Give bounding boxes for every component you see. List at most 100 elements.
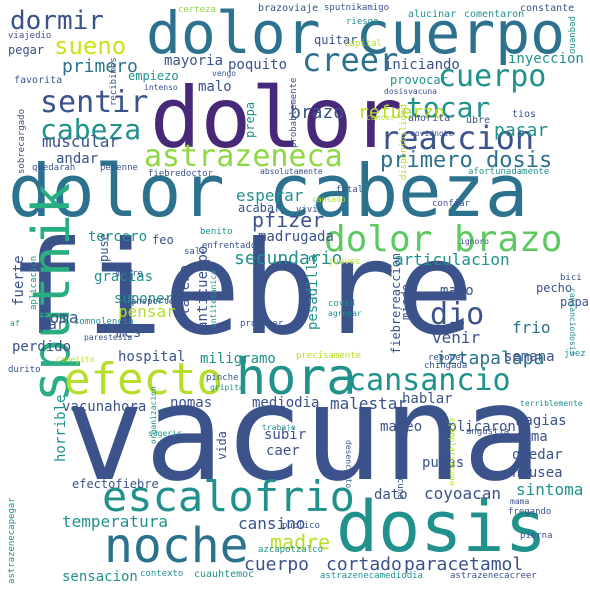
word-tercero: tercero — [88, 229, 148, 245]
word-brazovacuna: brazovacuna — [395, 440, 405, 500]
word-cansino: cansino — [238, 514, 306, 533]
word-iniciando: iniciando — [384, 57, 460, 73]
word-precisamente: precisamente — [296, 351, 362, 361]
word-brazo: brazo — [290, 102, 345, 123]
word-durito: durito — [8, 365, 41, 375]
word-transporte: transporte — [120, 297, 175, 307]
word-mama: mama — [510, 497, 530, 506]
word-cuerpo: cuerpo — [438, 59, 547, 94]
word-vacuna: vacuna — [65, 357, 542, 511]
word-iztapalapa: iztapalapa — [436, 348, 545, 369]
word-madrugada: madrugada — [258, 229, 334, 245]
word-refuerzo: refuerzo — [358, 102, 445, 123]
word-cansancio: cansancio — [348, 363, 511, 398]
word-astrazeneca: astrazeneca — [144, 139, 343, 174]
word-disponibilidad: disponibilidad — [399, 104, 409, 180]
word-capital: capital — [344, 39, 382, 49]
word-confiar: confiar — [432, 199, 470, 209]
word-inyeccion: inyeccion — [508, 51, 584, 67]
word-fiebre: fiebre — [8, 214, 474, 364]
word-primero-dosis: primero dosis — [380, 148, 553, 173]
word-paracetamol: paracetamol — [404, 554, 524, 575]
word-intenso: intenso — [144, 83, 178, 92]
word-feo: feo — [152, 233, 174, 247]
word-chingada: chingada — [424, 361, 468, 371]
word-mes: mes — [116, 325, 142, 341]
word-pumas: pumas — [422, 455, 465, 471]
word-sintoma: sintoma — [516, 480, 584, 499]
word-cuauhtemoc: cuauhtemoc — [194, 569, 255, 580]
word-proteger: proteger — [240, 319, 284, 329]
word-hospital: hospital — [118, 349, 186, 365]
word-constante: constante — [520, 3, 575, 14]
word-cuerpo-2: cuerpo — [244, 554, 310, 575]
word-tocar: tocar — [406, 91, 491, 124]
word-sugerir: sugerir — [148, 429, 182, 438]
word-miligramo: miligramo — [200, 351, 276, 367]
word-nomas: nomas — [170, 395, 213, 411]
word-cansado: cansado — [312, 195, 346, 204]
word-contexto: contexto — [140, 569, 184, 579]
word-trabaje: trabaje — [262, 423, 296, 432]
word-suponer: suponer — [114, 291, 174, 307]
word-sputnikamigo: sputnikamigo — [324, 3, 390, 13]
word-perenne: perenne — [100, 163, 138, 173]
word-terriblemente: terriblemente — [520, 399, 583, 408]
word-secundario: secundario — [234, 248, 343, 269]
word-puse: puse — [97, 233, 111, 262]
word-somnolencia: somnolencia — [74, 317, 134, 327]
word-astrazenecapegar: astrazenecapegar — [7, 497, 17, 584]
word-bici: bici — [560, 273, 582, 283]
word-prepa: prepa — [243, 101, 257, 138]
word-gracias: gracias — [94, 269, 154, 285]
word-covidnote: covidnote — [410, 129, 454, 138]
word-pensar: pensar — [118, 302, 176, 321]
word-malestar: malestar — [330, 394, 408, 413]
word-benito: benito — [200, 227, 233, 237]
word-hablar: hablar — [402, 391, 453, 407]
word-dosis: dosis — [336, 486, 547, 568]
word-vida: vida — [215, 431, 229, 460]
word-astrazenecacreer: astrazenecacreer — [450, 571, 537, 581]
word-riesgo: riesgo — [346, 17, 379, 27]
word-acabar: acabar — [238, 201, 282, 215]
word-pfizer: pfizer — [252, 208, 325, 232]
word-probablemente: probablemente — [289, 77, 299, 148]
word-hora: hora — [236, 348, 357, 406]
word-angustia: angustia — [466, 427, 510, 437]
word-ignoro: ignoro — [460, 237, 489, 246]
word-sobrecargado: sobrecargado — [17, 108, 27, 174]
word-toma: toma — [40, 308, 79, 327]
word-efectofiebre: efectofiebre — [72, 477, 159, 491]
word-cortado: cortado — [326, 554, 402, 575]
word-mano: mano — [440, 283, 474, 299]
word-pegar: pegar — [8, 43, 45, 57]
word-sali: sali — [184, 247, 206, 257]
word-vacunahora: vacunahora — [62, 399, 147, 415]
word-desencanto: desencanto — [344, 440, 353, 489]
word-jueves: jueves — [328, 257, 361, 267]
word-mediodia: mediodia — [252, 395, 320, 411]
word-subir: subir — [264, 427, 307, 443]
word-vengo: vengo — [212, 69, 237, 78]
word-fregando: fregando — [508, 507, 552, 517]
word-conejito: conejito — [56, 355, 95, 364]
word-organizacion: organizacion — [149, 386, 158, 444]
word-quedar: quedar — [512, 447, 563, 463]
word-publico: publico — [282, 521, 320, 531]
word-reaccion: reaccion — [380, 119, 535, 157]
word-dio: dio — [430, 297, 485, 332]
word-certeza: certeza — [178, 5, 216, 15]
word-enfrentado: enfrentado — [202, 241, 257, 251]
word-agregar: agregar — [328, 309, 362, 318]
word-pequeno: pequeno — [567, 16, 577, 54]
word-tios: tios — [512, 109, 537, 120]
word-metro: metro — [116, 269, 144, 279]
word-absolutamente: absolutamente — [260, 167, 323, 176]
word-pasar: pasar — [494, 120, 549, 141]
word-articulacion: articulacion — [394, 250, 510, 269]
word-sensacion: sensacion — [62, 569, 138, 585]
word-malo: malo — [198, 79, 232, 95]
word-placebo: placebo — [177, 264, 193, 324]
word-cabeza: cabeza — [40, 113, 142, 146]
